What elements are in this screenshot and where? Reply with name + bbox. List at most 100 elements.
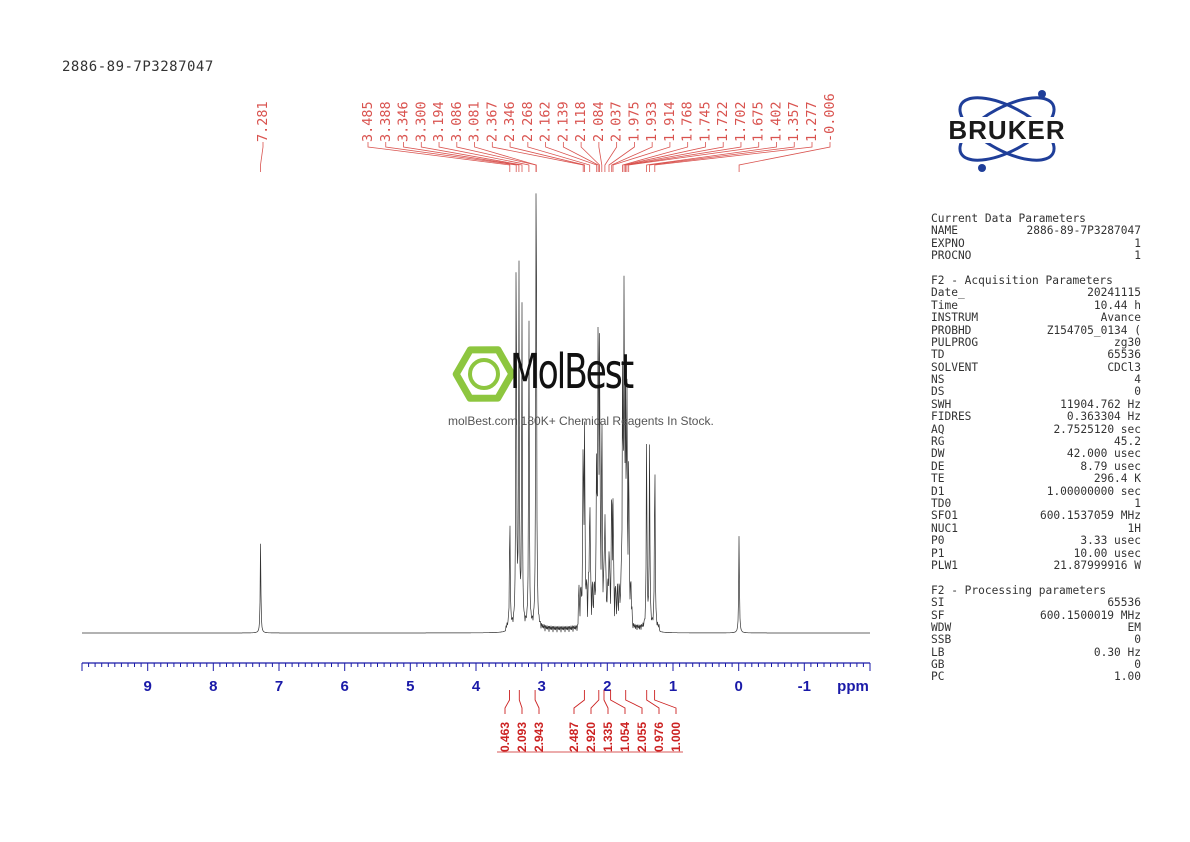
peak-connector (527, 142, 591, 172)
param-name: FIDRES (931, 410, 972, 424)
x-tick-label: 8 (209, 678, 217, 695)
peak-label: 1.933 (644, 101, 660, 142)
param-name: AQ (931, 422, 945, 436)
integral-bracket (625, 690, 643, 714)
x-tick-label: 2 (603, 678, 611, 695)
integral-value: 1.335 (601, 722, 615, 752)
integral-value: 2.920 (584, 722, 598, 752)
param-value: 20241115 (1087, 286, 1141, 300)
peak-connector (654, 142, 813, 172)
peak-connector (403, 142, 520, 172)
param-name: SI (931, 596, 945, 610)
param-row: P1 10.00 usec (931, 547, 1141, 560)
param-row: Date_ 20241115 (931, 286, 1141, 300)
param-name: SF (931, 608, 945, 622)
peak-connector (598, 142, 603, 172)
param-name: TE (931, 472, 945, 486)
param-name: RG (931, 435, 945, 449)
x-tick-label: -1 (798, 678, 811, 695)
peak-label: 3.346 (396, 101, 412, 142)
x-axis-label: ppm (837, 678, 869, 695)
peak-connector (604, 142, 618, 172)
peak-label: 7.281 (255, 101, 271, 142)
param-value: 0 (1134, 633, 1141, 647)
peak-connector (420, 142, 523, 172)
param-value: 1H (1127, 521, 1141, 535)
peak-label: 3.300 (413, 101, 429, 142)
param-row: NS 4 (931, 373, 1141, 387)
param-row: EXPNO 1 (931, 236, 1141, 250)
param-row: GB 0 (931, 658, 1141, 672)
param-row: P0 3.33 usec (931, 534, 1141, 548)
param-value: 1 (1134, 236, 1141, 250)
peak-label: 1.914 (662, 101, 678, 142)
param-row: PLW1 21.87999916 W (931, 558, 1141, 572)
peak-connector (628, 142, 760, 172)
molbest-hexagon-icon (452, 346, 516, 402)
param-value: 65536 (1107, 348, 1141, 362)
peak-label: 3.388 (378, 101, 394, 142)
x-tick-label: 5 (406, 678, 414, 695)
param-row: LB 0.30 Hz (931, 645, 1141, 659)
peak-label: 1.768 (680, 101, 696, 142)
param-name: P0 (931, 534, 945, 548)
param-name: D1 (931, 484, 945, 498)
param-name: PC (931, 670, 945, 684)
molbest-tagline: molBest.com,180K+ Chemical Reagents In S… (448, 414, 714, 428)
peak-connector (625, 142, 724, 172)
x-tick-label: 6 (341, 678, 349, 695)
peak-label: 2.037 (609, 101, 625, 142)
param-value: 600.1500019 MHz (1039, 608, 1141, 622)
peak-connector (622, 142, 689, 172)
param-name: EXPNO (931, 236, 965, 250)
peak-connector (623, 142, 706, 172)
param-name: NAME (931, 224, 958, 238)
peak-connector (367, 142, 511, 172)
param-name: SFO1 (931, 509, 958, 523)
peak-label: 3.194 (431, 101, 447, 142)
param-name: PLW1 (931, 558, 958, 572)
ppm-axis: 9 8 7 6 5 4 3 2 1 0 -1 ppm (81, 662, 871, 695)
param-section-title: F2 - Acquisition Parameters (931, 273, 1113, 287)
peak-connector (612, 142, 671, 172)
x-tick-label: 3 (538, 678, 546, 695)
param-value: 11904.762 Hz (1060, 397, 1141, 411)
peak-label: 2.162 (538, 101, 554, 142)
param-value: 3.33 usec (1080, 534, 1141, 548)
integral-bracket (654, 690, 677, 714)
param-section-title: Current Data Parameters (931, 212, 1086, 225)
param-name: TD (931, 348, 945, 362)
peak-connector-group (260, 142, 831, 172)
param-value: 0 (1134, 658, 1141, 672)
param-name: SOLVENT (931, 360, 979, 374)
param-row: AQ 2.7525120 sec (931, 422, 1141, 436)
integral-bracket (534, 690, 540, 714)
param-name: TD0 (931, 496, 952, 510)
param-value: 21.87999916 W (1053, 558, 1141, 572)
peak-label: 1.975 (626, 101, 642, 142)
param-name: LB (931, 645, 945, 659)
peak-label: 3.485 (360, 101, 376, 142)
peak-label: -0.006 (822, 93, 838, 142)
peak-label: 1.745 (697, 101, 713, 142)
bruker-logo-text: BRUKER (948, 115, 1065, 145)
param-row: TD0 1 (931, 496, 1141, 510)
peak-connector (474, 142, 537, 172)
sample-title: 2886-89-7P3287047 (62, 59, 214, 75)
param-row: DW 42.000 usec (931, 448, 1141, 461)
bruker-logo: BRUKER (928, 90, 1086, 172)
integral-bracket (573, 690, 585, 714)
integral-bracket (590, 690, 600, 714)
integral-group: 0.463 2.093 2.943 2.487 2.920 1.335 1.054 2.055… (497, 690, 683, 753)
param-value: Z154705_0134 ( (1046, 323, 1141, 337)
param-value: 0 (1134, 385, 1141, 399)
param-row: SWH 11904.762 Hz (931, 397, 1141, 411)
param-row: PROBHD Z154705_0134 ( (931, 323, 1141, 337)
param-section-title: F2 - Processing parameters (931, 583, 1107, 597)
peak-label-group: 7.281 3.485 3.388 3.346 3.300 3.194 3.086 3.081… (255, 93, 838, 142)
peak-connector (491, 142, 584, 172)
param-name: NS (931, 373, 945, 387)
integral-value: 1.000 (669, 722, 683, 752)
param-row: RG 45.2 (931, 435, 1141, 449)
